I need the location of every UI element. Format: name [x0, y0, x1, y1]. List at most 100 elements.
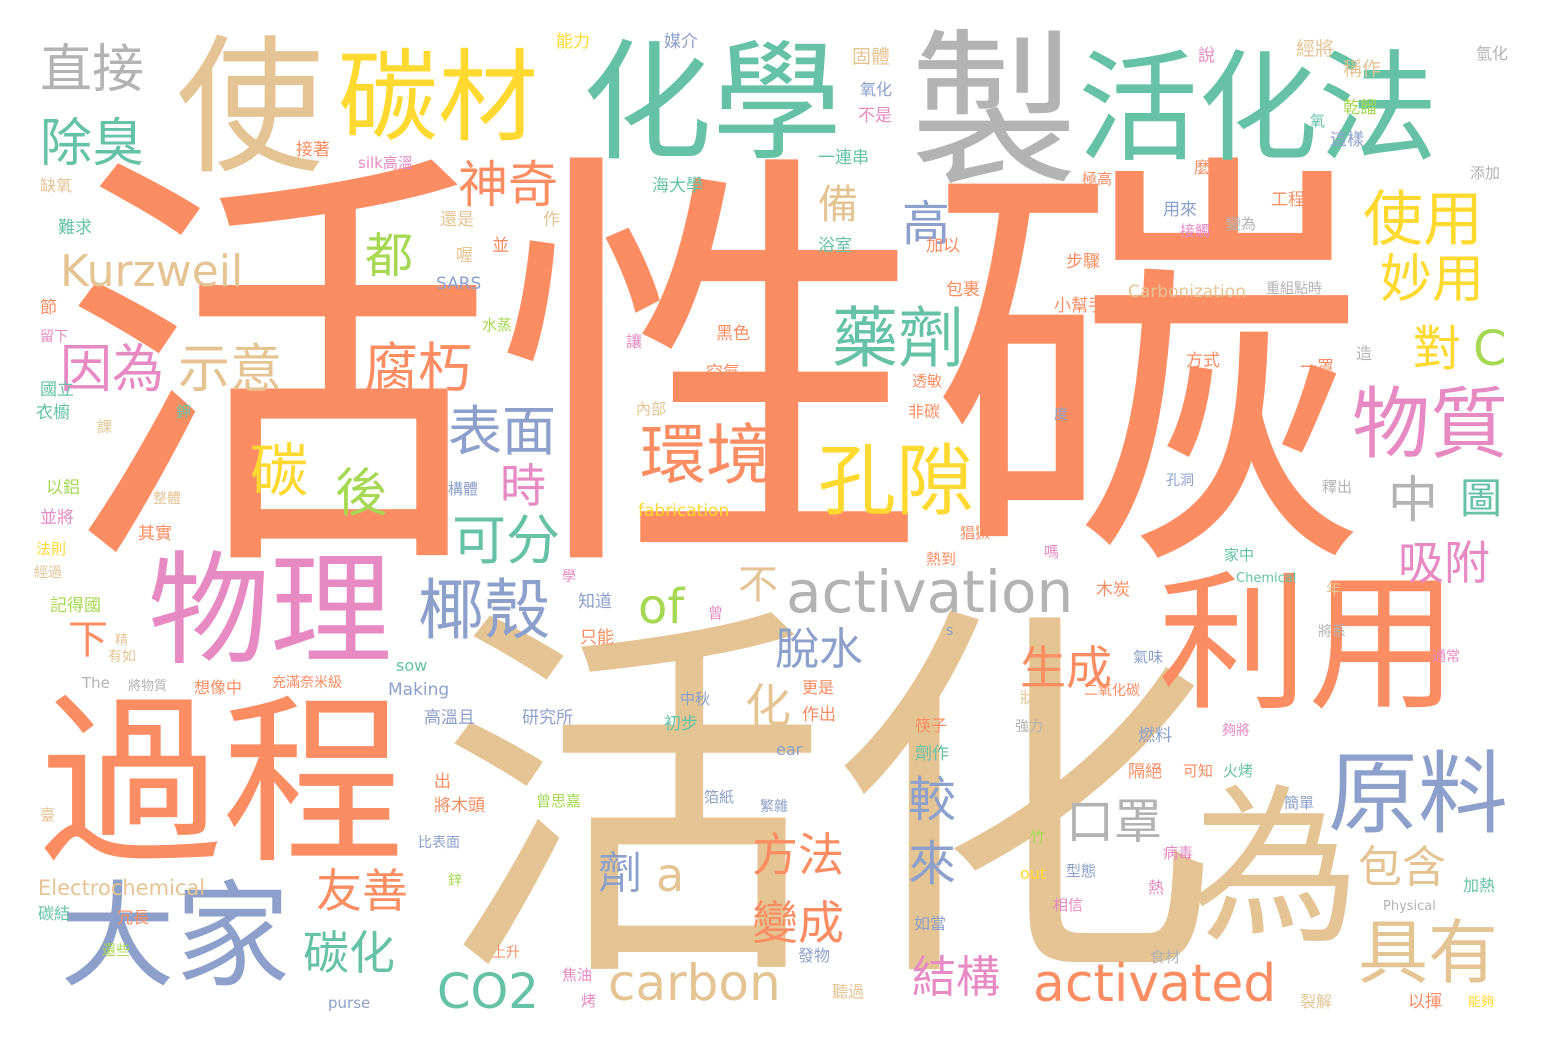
word: 加以 [926, 236, 960, 256]
word: silk高溫 [358, 154, 413, 172]
word: 添加 [1470, 164, 1501, 182]
word: 化學 [582, 27, 843, 179]
word: 作出 [802, 705, 836, 725]
word: C [1473, 321, 1507, 377]
word: 過程 [40, 677, 404, 889]
word: 包含 [1358, 842, 1446, 893]
word: 物質 [1352, 380, 1509, 470]
word: 相信 [1053, 896, 1084, 914]
word: 能力 [556, 32, 590, 52]
word: 製 [910, 14, 1078, 210]
word: 孔洞 [1166, 473, 1194, 489]
word: a [656, 848, 685, 902]
word: CO2 [437, 964, 539, 1020]
word: 極高 [1082, 170, 1113, 188]
word: 氧 [1310, 112, 1326, 130]
word: Kurzweil [60, 246, 244, 297]
word: 生成 [1020, 641, 1112, 695]
word: 隔絕 [1128, 762, 1162, 782]
word: 木炭 [1096, 580, 1130, 600]
word: 竹 [1030, 828, 1046, 846]
word: out [1020, 864, 1047, 883]
word: Electrochemical [38, 876, 206, 900]
word: 構體 [448, 480, 479, 498]
word: 下 [68, 617, 108, 663]
word: 都 [365, 228, 414, 284]
word: 碳材 [338, 39, 538, 156]
word: 上升 [492, 945, 520, 961]
word: 用來 [1163, 200, 1197, 220]
word: 裂解 [1300, 992, 1333, 1011]
word: 狀態 [1020, 688, 1053, 707]
word: 較 [908, 772, 957, 828]
word: 只能 [580, 628, 614, 648]
word: 缺氧 [40, 176, 73, 195]
word: 記得國 [50, 596, 101, 616]
word: 釋出 [1322, 478, 1353, 496]
word: 聽過 [832, 982, 865, 1001]
word: 水蒸 [482, 316, 513, 334]
word: 小幫手 [1054, 296, 1105, 316]
word: 整體 [153, 491, 181, 507]
word: of [638, 579, 685, 635]
word: 這樣 [1330, 130, 1364, 150]
word: activated [1033, 954, 1277, 1014]
word: 研究所 [522, 708, 573, 728]
word: 稱作 [1343, 58, 1382, 80]
word: 想像中 [194, 678, 243, 697]
word: 備 [818, 182, 858, 228]
word: 家中 [1224, 546, 1255, 564]
word: 難求 [58, 218, 92, 238]
word: 說 [1198, 46, 1215, 66]
word: 課 [97, 418, 113, 436]
word: 為 [1190, 770, 1361, 968]
word: 猖獗 [960, 524, 991, 542]
word: 其實 [138, 524, 172, 544]
word: 二氧化碳 [1084, 683, 1140, 699]
word: 方式 [1186, 351, 1220, 371]
word: 繁雜 [760, 799, 788, 815]
word: 孔隙 [818, 437, 975, 527]
word: 活化法 [1078, 40, 1438, 179]
word: 脫水 [775, 624, 863, 675]
word: 除臭 [40, 114, 145, 174]
word: 可知 [1183, 762, 1214, 780]
word: 更是 [802, 678, 835, 697]
word: The [82, 674, 110, 692]
word: 使 [176, 22, 324, 194]
word: 留下 [40, 329, 68, 345]
word: 氧化 [860, 80, 893, 99]
word: 海大學 [652, 176, 703, 196]
word: Carbonization [1128, 282, 1246, 302]
word: 將系 [1318, 624, 1346, 640]
word: 法則 [36, 540, 67, 558]
word: 曾思嘉 [536, 792, 582, 810]
word: 時 [500, 459, 546, 513]
word: 氣味 [1133, 648, 1164, 666]
word: 通常 [1432, 649, 1460, 665]
word: 直接 [40, 40, 145, 100]
word: 型態 [1066, 862, 1097, 880]
word: 氫化 [1476, 44, 1509, 63]
word: 非碳 [908, 402, 941, 421]
word: 度 [1054, 407, 1068, 423]
word: 衣櫥 [36, 403, 70, 423]
word: purse [328, 994, 371, 1012]
word: 內部 [636, 400, 667, 418]
word: 還是 [440, 210, 474, 230]
word: 臺 [40, 806, 56, 824]
word: 焦油 [562, 966, 593, 984]
word: 高溫且 [424, 708, 475, 728]
word: 夠將 [1222, 723, 1250, 739]
word: 有如 [108, 649, 136, 665]
word: 因為 [60, 340, 165, 400]
word: 出 [434, 772, 451, 792]
word: 中 [1388, 471, 1438, 529]
word: 如當 [914, 914, 947, 933]
word: 碳化 [303, 926, 395, 980]
word: 節 [40, 298, 57, 318]
word: 後 [335, 464, 388, 524]
word: 口罩 [1066, 794, 1163, 850]
word: 變成 [752, 896, 844, 950]
